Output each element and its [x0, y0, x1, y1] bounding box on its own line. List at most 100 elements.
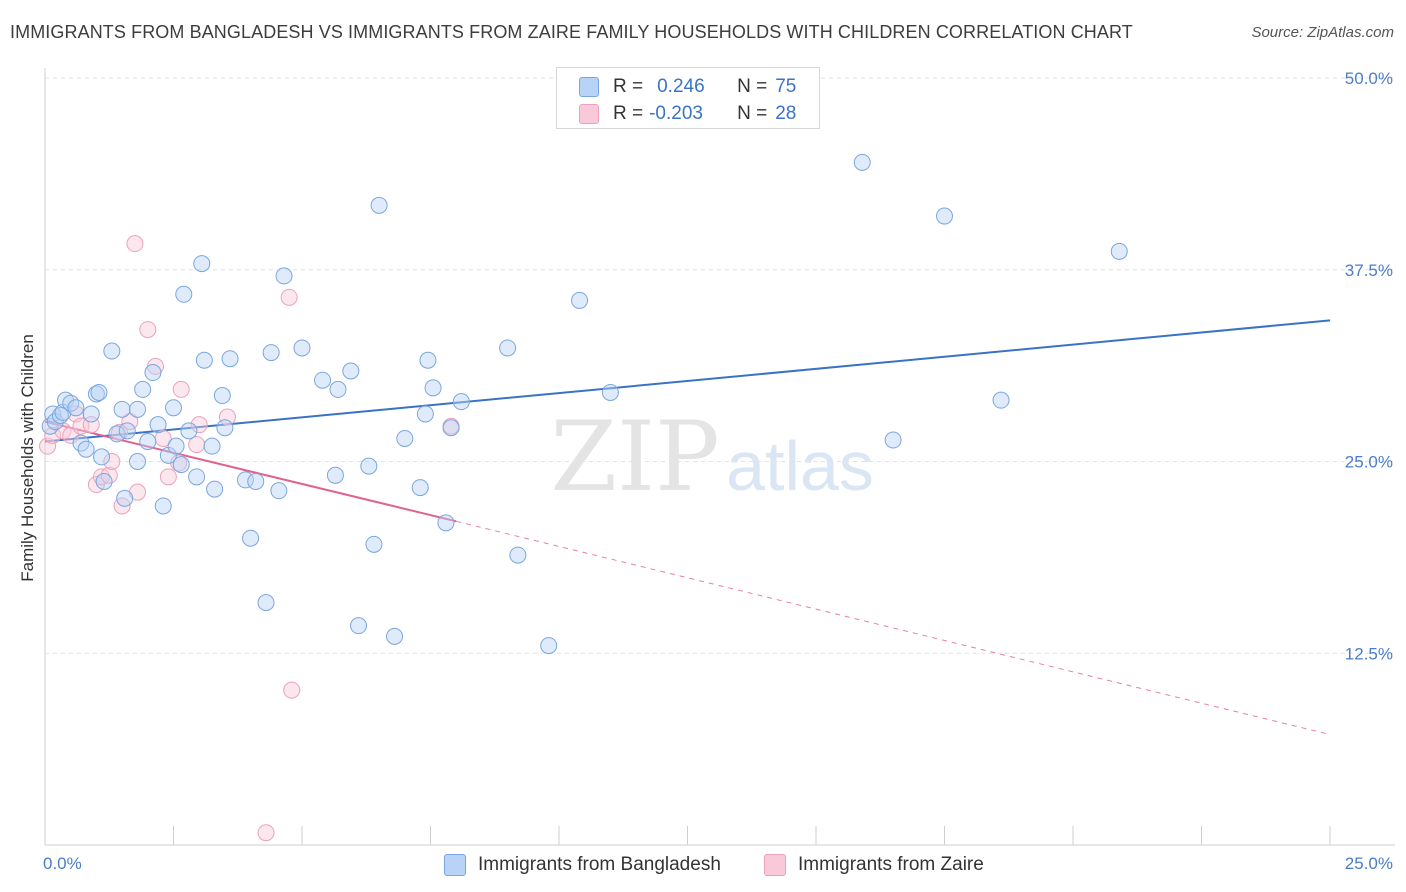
- zaire-swatch: [579, 104, 599, 124]
- bangladesh-point: [144, 364, 162, 382]
- x-tick-label-max: 25.0%: [1345, 854, 1393, 873]
- y-tick-label: 12.5%: [1345, 644, 1393, 663]
- legend-label-bangladesh: Immigrants from Bangladesh: [478, 854, 721, 875]
- bangladesh-point: [103, 342, 121, 360]
- stats-legend: R = 0.246 N = 75 R = -0.203 N = 28: [556, 67, 820, 129]
- bangladesh-point: [509, 546, 527, 564]
- bangladesh-point: [1110, 242, 1128, 260]
- bangladesh-point: [82, 405, 100, 423]
- bangladesh-point: [113, 400, 131, 418]
- bangladesh-point: [992, 391, 1010, 409]
- bangladesh-point: [396, 429, 414, 447]
- zaire-point: [126, 235, 144, 253]
- bangladesh-point: [419, 351, 437, 369]
- bangladesh-point: [416, 405, 434, 423]
- r-label: R =: [613, 76, 644, 97]
- bangladesh-point: [165, 399, 182, 417]
- bangladesh-point: [206, 480, 224, 498]
- bangladesh-point: [242, 529, 260, 547]
- series-bangladesh-points: [41, 153, 1128, 655]
- bangladesh-point: [167, 437, 185, 455]
- legend-item-zaire: Immigrants from Zaire: [764, 852, 984, 878]
- bangladesh-point: [77, 440, 95, 458]
- bangladesh-point: [342, 362, 360, 380]
- bangladesh-point: [51, 406, 69, 424]
- legend-row-bangladesh: R = 0.246 N = 75: [579, 75, 796, 99]
- bangladesh-point: [314, 371, 332, 389]
- bangladesh-point: [936, 207, 953, 225]
- trend-lines: [44, 319, 1331, 736]
- zaire-point: [218, 408, 236, 426]
- bangladesh-point: [116, 489, 134, 507]
- watermark-zip: ZIP: [550, 401, 719, 513]
- zaire-point: [172, 380, 190, 398]
- bangladesh-point: [326, 466, 344, 484]
- bangladesh-point: [257, 594, 275, 612]
- bangladesh-point: [365, 535, 383, 553]
- source-credit: Source: ZipAtlas.com: [1251, 24, 1394, 41]
- bangladesh-point: [62, 394, 80, 412]
- bangladesh-swatch: [579, 77, 599, 97]
- bangladesh-point: [90, 383, 108, 401]
- bangladesh-point: [571, 291, 589, 309]
- bangladesh-point: [93, 448, 111, 466]
- y-tick-label: 50.0%: [1345, 69, 1393, 88]
- bangladesh-point: [108, 425, 126, 443]
- r-label: R =: [613, 103, 644, 124]
- x-tick-labels: 0.0% 25.0%: [43, 854, 1393, 873]
- bangladesh-point: [149, 416, 167, 434]
- bangladesh-trend-line: [44, 319, 1331, 443]
- bangladesh-point: [329, 380, 347, 398]
- zaire-trend-extension: [456, 520, 1331, 736]
- n-label: N =: [737, 76, 768, 97]
- bangladesh-point: [853, 153, 871, 171]
- legend-label-zaire: Immigrants from Zaire: [798, 854, 984, 875]
- r-value-bangladesh: 0.246: [657, 76, 705, 97]
- bangladesh-point: [437, 514, 455, 532]
- bangladesh-point: [601, 383, 619, 401]
- y-tick-label: 37.5%: [1345, 261, 1393, 280]
- watermark: ZIP atlas: [550, 401, 874, 513]
- bangladesh-point: [180, 422, 198, 440]
- bangladesh-point: [87, 385, 105, 403]
- x-tick-label-min: 0.0%: [43, 854, 82, 873]
- bangladesh-point: [134, 380, 152, 398]
- zaire-point: [283, 681, 301, 699]
- bangladesh-point: [195, 351, 213, 369]
- axes: [44, 68, 1395, 846]
- bangladesh-point: [139, 433, 157, 451]
- bangladesh-point: [213, 387, 231, 405]
- bangladesh-point: [370, 196, 388, 214]
- bangladesh-point: [221, 350, 239, 368]
- bangladesh-point: [216, 419, 234, 437]
- y-tick-label: 25.0%: [1345, 453, 1393, 472]
- bangladesh-point: [275, 267, 293, 285]
- y-tick-labels: 12.5% 25.0% 37.5% 50.0%: [1345, 69, 1393, 663]
- bangladesh-point: [175, 285, 193, 303]
- n-value-zaire: 28: [775, 103, 797, 124]
- gridlines: [45, 77, 1395, 654]
- zaire-point: [257, 824, 275, 842]
- watermark-atlas: atlas: [726, 427, 874, 505]
- zaire-point: [280, 288, 298, 306]
- bangladesh-point: [411, 479, 429, 497]
- bangladesh-point: [293, 339, 311, 357]
- n-value-bangladesh: 75: [775, 76, 797, 97]
- bangladesh-point: [118, 422, 136, 440]
- bangladesh-point: [193, 255, 211, 273]
- bangladesh-point: [129, 453, 147, 470]
- bangladesh-point: [95, 472, 113, 490]
- legend-row-zaire: R = -0.203 N = 28: [579, 102, 796, 126]
- bangladesh-point: [203, 437, 221, 455]
- bangladesh-point: [247, 472, 265, 490]
- bangladesh-point: [129, 400, 147, 418]
- legend-item-bangladesh: Immigrants from Bangladesh: [444, 852, 721, 878]
- zaire-point: [159, 468, 177, 486]
- zaire-point: [139, 321, 157, 339]
- bangladesh-point: [452, 393, 470, 411]
- bangladesh-point: [188, 468, 206, 486]
- bangladesh-point: [270, 482, 288, 500]
- bangladesh-point: [540, 637, 558, 655]
- bangladesh-point: [884, 431, 902, 449]
